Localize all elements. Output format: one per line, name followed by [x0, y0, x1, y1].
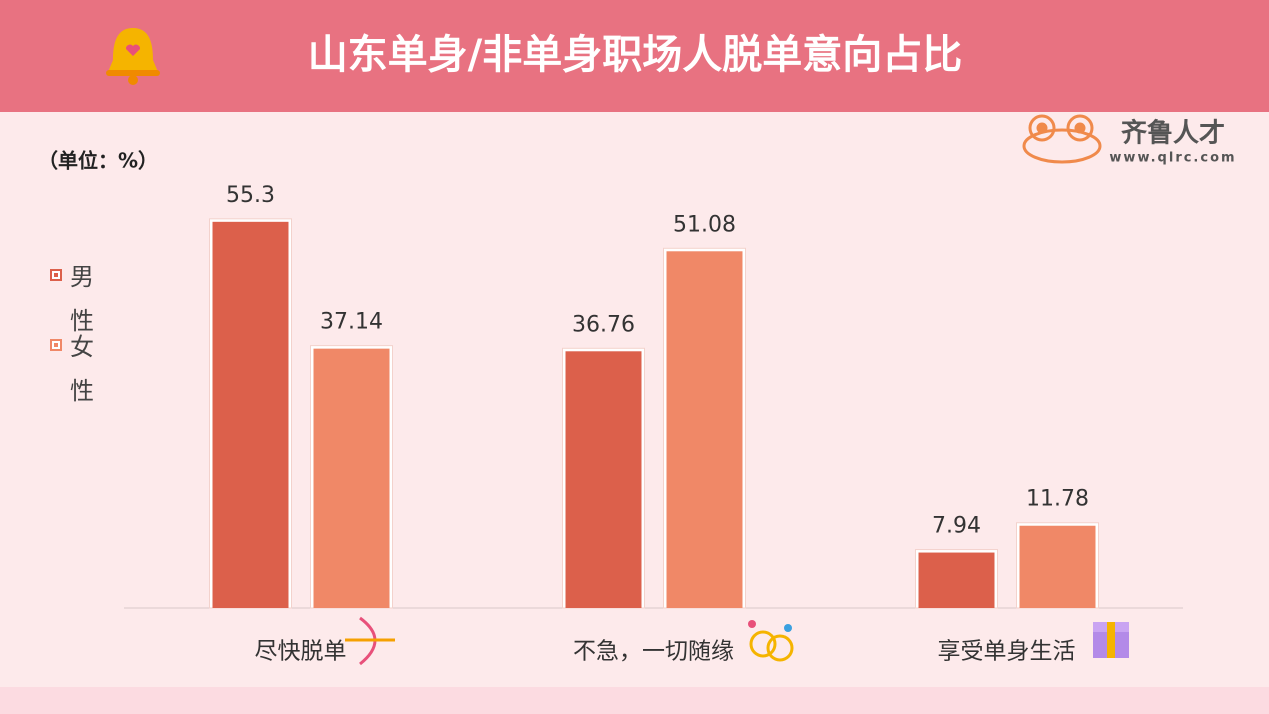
- value-label: 37.14: [320, 310, 383, 335]
- bar: [666, 251, 743, 609]
- legend-item: 男性: [50, 255, 114, 343]
- bar: [1019, 525, 1096, 608]
- value-label: 11.78: [1026, 487, 1089, 512]
- legend-label: 女性: [70, 333, 94, 405]
- unit-label: （单位：%）: [38, 149, 158, 173]
- x-tick-label: 享受单身生活: [938, 639, 1076, 665]
- icons: [345, 616, 1129, 666]
- x-tick-label: 不急，一切随缘: [573, 639, 734, 665]
- x-tick-label: 尽快脱单: [255, 639, 347, 665]
- bar: [918, 552, 995, 608]
- legend-item: 女性: [50, 325, 114, 413]
- value-label: 55.3: [226, 183, 275, 208]
- bar: [212, 221, 289, 609]
- footer-band: [0, 687, 1269, 714]
- value-label: 7.94: [932, 514, 981, 539]
- logo-icon: [1022, 114, 1102, 164]
- legend-swatch: [50, 269, 62, 281]
- header-band: [0, 0, 1269, 112]
- bar: [565, 351, 642, 608]
- legend-swatch: [50, 339, 62, 351]
- bell-icon: [106, 28, 160, 85]
- logo-text: 齐鲁人才: [1121, 118, 1225, 149]
- legend-label: 男性: [70, 263, 94, 335]
- value-label: 36.76: [572, 312, 635, 337]
- logo-url: www.qlrc.com: [1109, 151, 1236, 166]
- bar: [313, 348, 390, 608]
- value-label: 51.08: [673, 212, 736, 237]
- chart-title: 山东单身/非单身职场人脱单意向占比: [308, 32, 963, 78]
